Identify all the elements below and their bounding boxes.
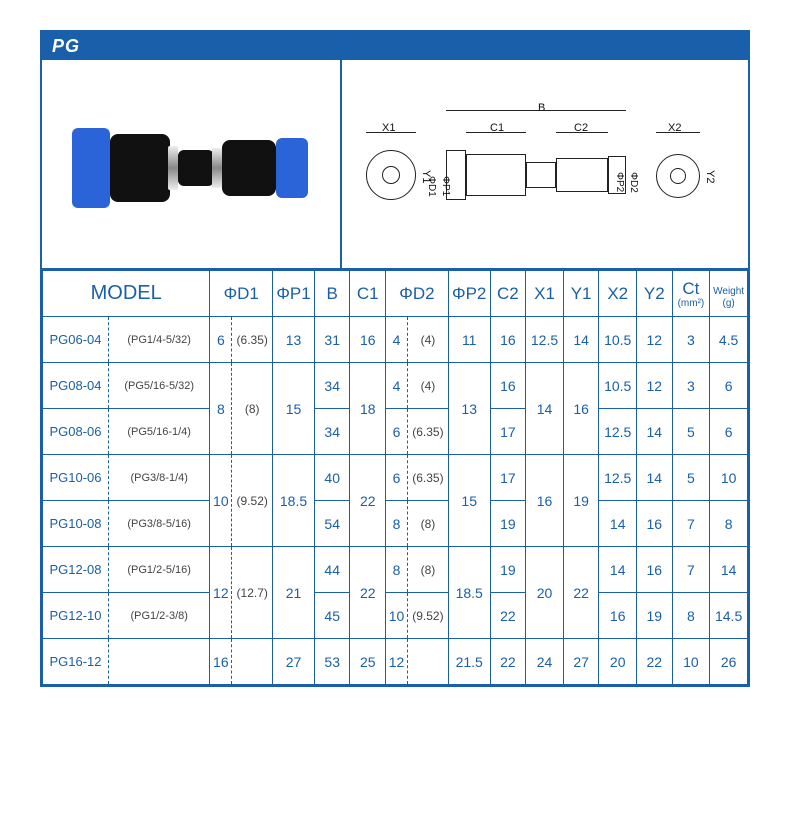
- table-row: PG12-08(PG1/2-5/16)12(12.7)2144228(8)18.…: [43, 547, 748, 593]
- table-header: ΦD1: [210, 271, 273, 317]
- table-header: B: [314, 271, 350, 317]
- table-header: ΦP2: [448, 271, 490, 317]
- table-header: Ct(mm²): [672, 271, 710, 317]
- spec-table: MODELΦD1ΦP1BC1ΦD2ΦP2C2X1Y1X2Y2Ct(mm²)Wei…: [42, 270, 748, 685]
- table-row: PG12-10(PG1/2-3/8)4510(9.52)221619814.5: [43, 593, 748, 639]
- table-header: Weight(g): [710, 271, 748, 317]
- table-header: ΦP1: [273, 271, 315, 317]
- table-row: PG16-12162753251221.522242720221026: [43, 639, 748, 685]
- table-header: Y2: [637, 271, 673, 317]
- table-row: PG10-08(PG3/8-5/16)548(8)19141678: [43, 501, 748, 547]
- table-header: X1: [526, 271, 564, 317]
- table-header: C1: [350, 271, 386, 317]
- header-bar: PG: [42, 32, 748, 60]
- technical-drawing: X1 Y1 X2 Y2 B C1 C2 ΦP1 ΦD1 ΦD2: [342, 60, 748, 268]
- product-photo: [42, 60, 342, 268]
- table-row: PG08-06(PG5/16-1/4)346(6.35)1712.51456: [43, 409, 748, 455]
- table-header: C2: [490, 271, 526, 317]
- table-row: PG06-04(PG1/4-5/32)6(6.35)1331164(4)1116…: [43, 317, 748, 363]
- table-row: PG10-06(PG3/8-1/4)10(9.52)18.540226(6.35…: [43, 455, 748, 501]
- table-header: ΦD2: [386, 271, 449, 317]
- table-header: Y1: [563, 271, 599, 317]
- title: PG: [52, 36, 80, 57]
- table-row: PG08-04(PG5/16-5/32)8(8)1534184(4)131614…: [43, 363, 748, 409]
- table-header: X2: [599, 271, 637, 317]
- table-header: MODEL: [43, 271, 210, 317]
- image-row: X1 Y1 X2 Y2 B C1 C2 ΦP1 ΦD1 ΦD2: [42, 60, 748, 270]
